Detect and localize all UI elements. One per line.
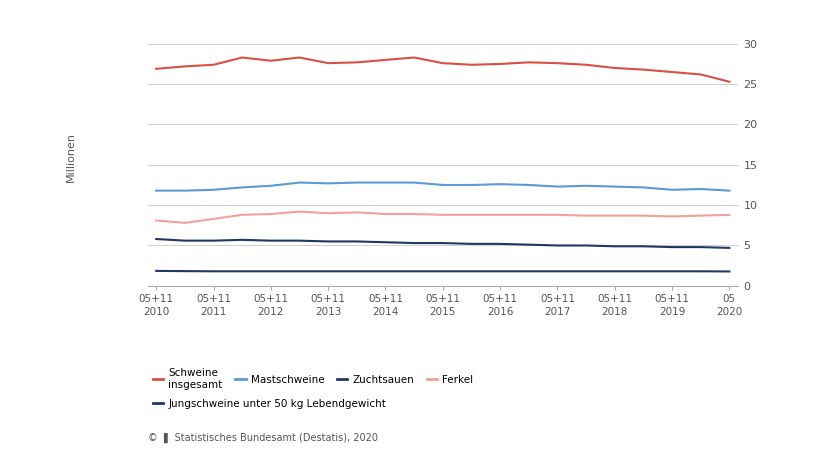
Text: ©  ▌ Statistisches Bundesamt (Destatis), 2020: © ▌ Statistisches Bundesamt (Destatis), … — [147, 432, 377, 443]
Legend: Jungschweine unter 50 kg Lebendgewicht: Jungschweine unter 50 kg Lebendgewicht — [152, 399, 386, 409]
Text: Millionen: Millionen — [66, 132, 75, 182]
